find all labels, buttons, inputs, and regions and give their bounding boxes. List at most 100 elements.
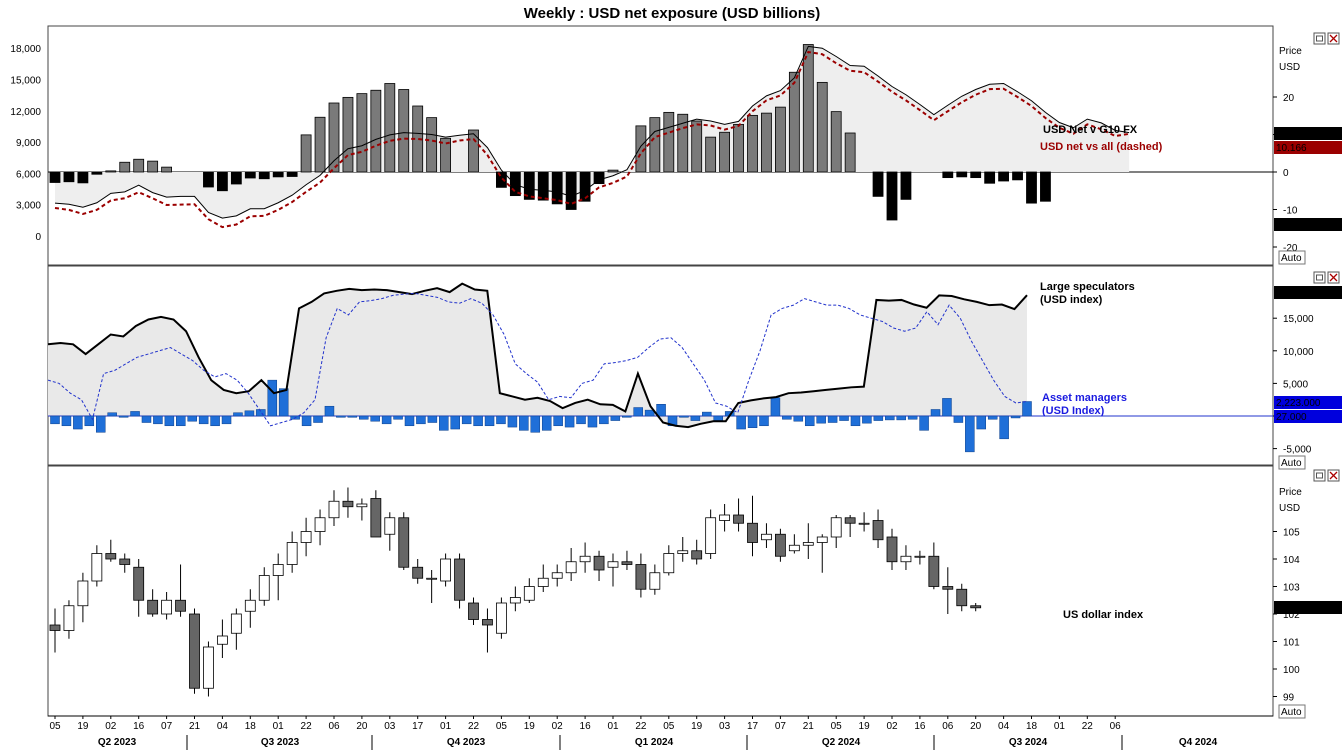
candle-body	[649, 572, 661, 590]
asset-managers-bar	[95, 415, 106, 433]
asset-managers-bar	[541, 415, 552, 431]
candle-body	[872, 520, 884, 541]
candle-body	[230, 613, 242, 634]
asset-managers-bar	[153, 415, 163, 425]
dollar-index-value: 102.225	[1276, 603, 1313, 614]
net-exposure-bar	[956, 171, 968, 178]
candle-body	[91, 553, 103, 582]
net-exposure-bar	[747, 114, 758, 173]
net-exposure-bar	[91, 171, 103, 175]
net-exposure-bar	[314, 116, 326, 173]
right-tick-label: -20	[1283, 243, 1298, 254]
asset-managers-bar	[198, 415, 209, 425]
asset-managers-bar	[999, 415, 1009, 440]
candle-body	[147, 599, 159, 615]
candle-body	[161, 599, 173, 615]
x-tick-label: 01	[607, 721, 619, 732]
panel-net-exposure: 0 3,000 6,000 9,000 12,000 15,000 18,000 -20 -10…	[10, 25, 1342, 266]
net-exposure-bar	[216, 171, 228, 192]
candle-body	[677, 550, 689, 554]
asset-managers-bar	[484, 415, 495, 427]
candle-body	[691, 550, 703, 560]
large-speculators-label: Large speculators	[1040, 281, 1135, 293]
net-exposure-bar	[1040, 171, 1051, 202]
candle-body	[49, 624, 61, 631]
maximize-icon[interactable]	[1313, 469, 1326, 482]
right-tick-label: -5,000	[1283, 445, 1312, 456]
x-tick-label: 22	[468, 721, 480, 732]
candle-body	[370, 498, 382, 538]
asset-managers-bar	[896, 415, 906, 421]
x-tick-label: 20	[970, 721, 982, 732]
net-exposure-bar	[788, 71, 800, 173]
asset-managers-bar	[599, 415, 609, 425]
asset-managers-bar	[176, 415, 186, 427]
asset-managers-bar	[965, 415, 975, 453]
candle-body	[523, 586, 535, 601]
usd-net-g10-value-bg	[1274, 127, 1342, 140]
x-tick-label: 21	[189, 721, 201, 732]
asset-managers-bar	[862, 415, 872, 424]
asset-managers-bar	[576, 415, 586, 425]
x-tick-label: 16	[133, 721, 145, 732]
right-tick-label: 101	[1283, 638, 1300, 649]
x-tick-label: 07	[161, 721, 173, 732]
asset-managers-bar	[324, 405, 335, 417]
net-exposure-bar	[119, 161, 131, 173]
candle-body	[761, 533, 772, 541]
candle-body	[956, 588, 968, 607]
candle-body	[314, 517, 326, 532]
candle-body	[63, 605, 75, 631]
candle-body	[663, 553, 675, 574]
dollar-index-label: US dollar index	[1063, 609, 1144, 621]
x-tick-label: 22	[1082, 721, 1094, 732]
candle-body	[384, 517, 396, 535]
asset-managers-bar	[61, 415, 72, 427]
x-tick-label: 01	[1054, 721, 1066, 732]
maximize-icon[interactable]	[1313, 32, 1326, 45]
right-tick-label: 102	[1283, 610, 1300, 621]
asset-managers-label: Asset managers	[1042, 392, 1127, 404]
usd-net-g10-label: USD Net v G10 FX	[1043, 124, 1138, 136]
usd-net-all-line	[54, 50, 1130, 229]
asset-managers-bar	[256, 409, 266, 417]
asset-managers-bar	[553, 415, 563, 427]
asset-managers-bar	[507, 415, 518, 428]
candle-body	[844, 517, 856, 524]
x-tick-label: 19	[77, 721, 89, 732]
net-exposure-bar	[816, 81, 828, 173]
net-exposure-bar	[509, 171, 521, 197]
x-tick-label: 16	[580, 721, 592, 732]
quarter-label: Q3 2024	[1009, 737, 1048, 748]
auto-scale-button[interactable]	[1278, 455, 1306, 470]
maximize-icon[interactable]	[1313, 271, 1326, 284]
right-tick-label: -10	[1283, 206, 1298, 217]
asset-managers-bar	[1022, 401, 1032, 417]
candle-body	[286, 542, 298, 565]
right-tick-label: 100	[1283, 665, 1300, 676]
right-tick-label: 99	[1283, 693, 1295, 704]
net-exposure-bar	[649, 117, 661, 173]
candle-body	[175, 599, 186, 612]
dollar-index-value-bg	[1274, 601, 1342, 614]
net-exposure-bar	[663, 111, 675, 173]
candle-body	[775, 533, 786, 557]
net-exposure-bar	[719, 131, 730, 173]
asset-managers-bar	[233, 412, 243, 417]
usd-net-all-value: 10.166	[1276, 143, 1307, 154]
asset-managers-bar	[210, 415, 220, 427]
x-tick-label: 01	[440, 721, 452, 732]
x-tick-label: 06	[1110, 721, 1122, 732]
quarter-label: Q1 2024	[635, 737, 674, 748]
x-tick-label: 02	[886, 721, 898, 732]
auto-scale-button[interactable]	[1278, 250, 1306, 265]
auto-scale-button[interactable]	[1278, 704, 1306, 719]
asset-managers-bar	[141, 415, 152, 423]
chart-title: Weekly : USD net exposure (USD billions)	[524, 5, 820, 22]
asset-managers-bar	[919, 415, 929, 431]
zero-value-bg	[1274, 410, 1342, 423]
asset-managers-bar	[816, 415, 826, 424]
x-tick-label: 19	[859, 721, 871, 732]
candle-body	[886, 536, 898, 563]
